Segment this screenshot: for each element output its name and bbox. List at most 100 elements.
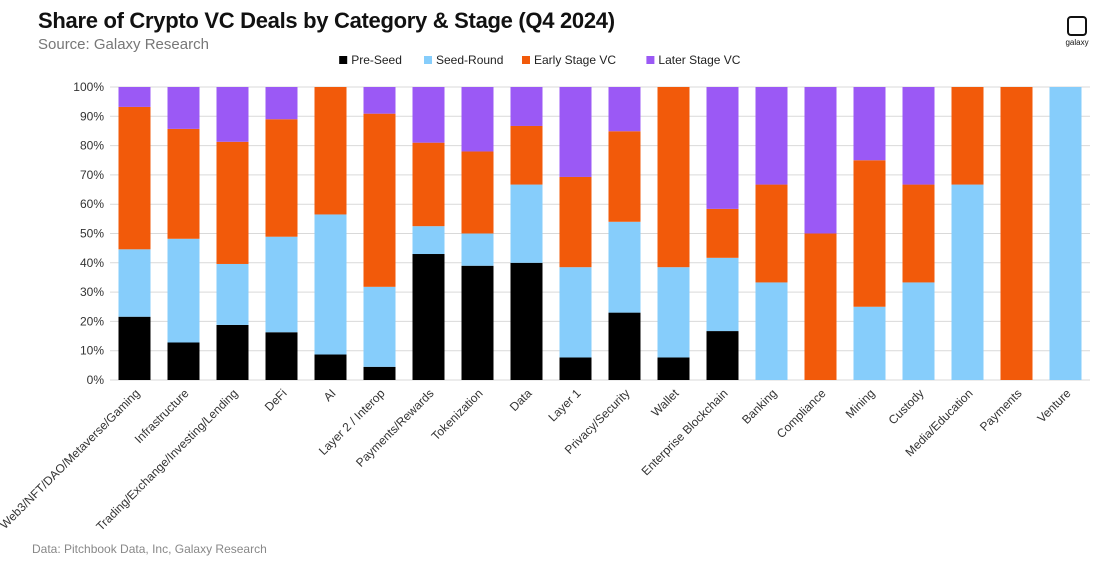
footer-source: Data: Pitchbook Data, Inc, Galaxy Resear… [32, 542, 267, 556]
bar-segment [167, 342, 200, 380]
bar-segment [461, 233, 494, 266]
legend-swatch [522, 56, 530, 64]
legend-label: Later Stage VC [658, 53, 740, 67]
y-tick-label: 90% [80, 109, 104, 123]
bar-segment [804, 87, 837, 234]
y-tick-label: 30% [80, 285, 104, 299]
bar-segment [902, 87, 935, 185]
bar-segment [853, 87, 886, 161]
bar-segment [265, 332, 298, 380]
legend-label: Early Stage VC [534, 53, 616, 67]
chart-subtitle: Source: Galaxy Research [38, 36, 209, 53]
bar-segment [951, 87, 984, 185]
x-tick-label: Data [507, 386, 535, 414]
x-tick-label: AI [321, 386, 339, 404]
y-axis: 0% 10% 20% 30% 40% 50% 60% 70% 80% 90% 100% [73, 80, 104, 387]
bar-segment [657, 357, 690, 380]
legend-label: Seed-Round [436, 53, 503, 67]
bar-segment [363, 366, 396, 380]
bar-segment [510, 125, 543, 185]
bar-segment [167, 87, 200, 129]
bar-segment [510, 184, 543, 263]
x-tick-label: Enterprise Blockchain [639, 386, 731, 478]
galaxy-logo: galaxy [1060, 16, 1094, 47]
bar-segment [314, 87, 347, 215]
bar-segment [216, 263, 249, 325]
bar-segment [167, 128, 200, 239]
y-tick-label: 10% [80, 344, 104, 358]
bar-segment [706, 257, 739, 332]
x-tick-label: Banking [739, 386, 780, 427]
bar-segment [314, 354, 347, 380]
bar-segment [559, 87, 592, 177]
bar-segment [118, 249, 151, 317]
bar-segment [755, 184, 788, 283]
galaxy-logo-icon [1067, 16, 1087, 36]
bar-segment [265, 236, 298, 333]
bar-segment [118, 106, 151, 250]
x-tick-label: DeFi [262, 386, 290, 414]
bar-segment [363, 113, 396, 287]
legend-swatch [339, 56, 348, 64]
x-tick-label: Tokenization [429, 386, 486, 443]
bar-segment [216, 141, 249, 264]
bar-segment [363, 286, 396, 367]
y-tick-label: 100% [73, 80, 104, 94]
bar-segment [706, 87, 739, 209]
bar-segment [412, 226, 445, 255]
x-tick-label: Mining [843, 386, 878, 421]
legend-swatch [424, 56, 432, 64]
legend-label: Pre-Seed [351, 53, 402, 67]
x-tick-label: Venture [1034, 386, 1073, 425]
bar-segment [461, 265, 494, 380]
bar-segment [314, 214, 347, 355]
bar-segment [265, 119, 298, 237]
bar-segment [265, 87, 298, 120]
bar-segment [412, 87, 445, 143]
x-tick-label: Compliance [774, 386, 829, 441]
bar-segment [216, 87, 249, 142]
x-tick-label: Payments [977, 386, 1025, 434]
x-axis: Web3/NFT/DAO/Metaverse/GamingInfrastruct… [0, 386, 1074, 534]
bar-segment [559, 357, 592, 380]
y-tick-label: 40% [80, 256, 104, 270]
bar-segment [902, 282, 935, 380]
bar-segment [216, 324, 249, 380]
bar-segment [608, 87, 641, 132]
bar-segment [510, 87, 543, 126]
bar-segment [1000, 87, 1033, 380]
bar-segment [853, 306, 886, 380]
bar-segment [167, 238, 200, 343]
x-tick-label: Custody [886, 386, 927, 427]
bar-segment [608, 221, 641, 313]
bar-segment [118, 316, 151, 380]
bar-segment [461, 151, 494, 234]
y-tick-label: 50% [80, 227, 104, 241]
bar-segment [804, 233, 837, 380]
y-tick-label: 70% [80, 168, 104, 182]
bar-segment [706, 208, 739, 258]
bar-segment [755, 282, 788, 380]
bar-segment [657, 87, 690, 268]
bar-segment [461, 87, 494, 152]
x-tick-label: Wallet [648, 386, 682, 420]
bar-segment [657, 267, 690, 358]
bar-segment [363, 87, 396, 114]
bar-segment [853, 160, 886, 307]
bar-segment [510, 262, 543, 380]
y-tick-label: 80% [80, 139, 104, 153]
legend: Pre-Seed Seed-Round Early Stage VC Later St… [339, 53, 741, 67]
galaxy-logo-text: galaxy [1065, 38, 1089, 47]
chart-title: Share of Crypto VC Deals by Category & S… [38, 8, 615, 33]
y-tick-label: 20% [80, 314, 104, 328]
bar-segment [608, 312, 641, 380]
bar-segment [412, 254, 445, 380]
bar-segment [951, 184, 984, 380]
bar-segment [412, 142, 445, 227]
bar-segment [118, 87, 151, 107]
bar-segment [1049, 87, 1082, 380]
bar-segment [755, 87, 788, 185]
y-tick-label: 0% [87, 373, 105, 387]
bar-segment [608, 131, 641, 222]
